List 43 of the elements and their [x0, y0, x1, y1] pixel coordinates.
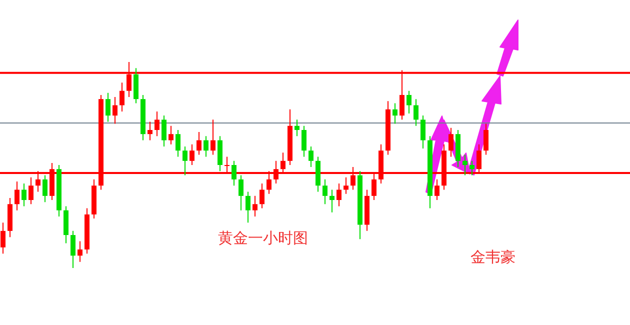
- candlestick: [462, 154, 468, 176]
- candlestick: [204, 136, 208, 158]
- candlestick: [162, 115, 166, 147]
- annotation: 黄金一小时图: [218, 229, 308, 247]
- candlestick: [252, 195, 258, 217]
- candlestick: [322, 178, 328, 205]
- candlestick: [106, 92, 110, 122]
- candlestick: [294, 119, 300, 137]
- candlestick: [232, 160, 236, 186]
- candlestick: [414, 98, 418, 126]
- candlestick: [182, 146, 188, 176]
- candlestick: [260, 183, 264, 209]
- candlestick: [246, 191, 250, 224]
- candlestick: [14, 180, 20, 211]
- candlestick: [330, 189, 334, 213]
- candlestick: [148, 121, 152, 141]
- candlestick: [28, 176, 34, 205]
- candlestick: [434, 178, 440, 201]
- candlestick: [190, 144, 194, 166]
- candlestick: [112, 96, 118, 124]
- candlestick: [392, 102, 398, 124]
- candlestick: [120, 82, 124, 112]
- candlestick: [210, 119, 216, 156]
- candlestick: [238, 174, 244, 211]
- candlestick: [70, 230, 76, 268]
- candlestick: [470, 160, 474, 176]
- candlestick: [406, 90, 412, 114]
- candlestick: [308, 146, 314, 168]
- candlestick: [344, 176, 348, 194]
- candlestick: [420, 115, 426, 150]
- candlestick: [336, 183, 342, 207]
- annotation: 金韦豪: [470, 248, 516, 266]
- candlestick: [448, 127, 454, 158]
- candlestick: [22, 183, 26, 207]
- candlestick: [484, 123, 488, 156]
- candlestick: [42, 174, 48, 203]
- candlestick: [0, 222, 6, 254]
- candlestick: [302, 125, 306, 158]
- candlestick: [154, 110, 160, 137]
- candlestick: [176, 129, 180, 158]
- candlestick: [168, 125, 174, 145]
- candlestick: [78, 240, 82, 262]
- candlestick: [196, 132, 202, 156]
